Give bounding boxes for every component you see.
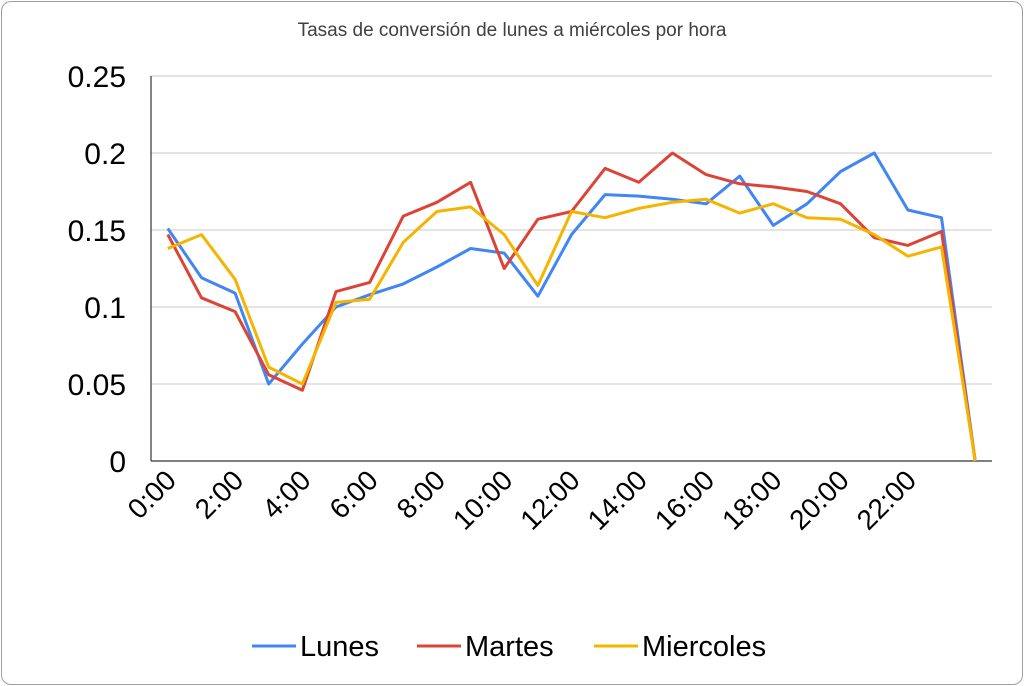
legend-label-miercoles: Miercoles [642, 631, 766, 663]
x-tick-label: 16:00 [649, 464, 720, 535]
y-tick-label: 0.2 [84, 138, 126, 171]
x-tick-label: 22:00 [851, 464, 922, 535]
series-line-miercoles [167, 197, 977, 462]
x-tick-label: 10:00 [447, 464, 518, 535]
series-line-lunes [166, 151, 977, 462]
y-tick-label: 0 [109, 446, 126, 479]
y-tick-label: 0.1 [84, 292, 126, 325]
y-tick-label: 0.05 [68, 369, 126, 402]
y-tick-label: 0.25 [68, 61, 126, 94]
x-tick-label: 14:00 [582, 464, 653, 535]
x-tick-label: 8:00 [391, 464, 451, 524]
y-tick-label: 0.15 [68, 215, 126, 248]
x-tick-label: 4:00 [256, 464, 316, 524]
x-tick-label: 18:00 [716, 464, 787, 535]
x-tick-label: 6:00 [323, 464, 383, 524]
x-tick-label: 20:00 [783, 464, 854, 535]
x-tick-label: 0:00 [122, 464, 182, 524]
chart-title: Tasas de conversión de lunes a miércoles… [297, 20, 727, 41]
legend-label-martes: Martes [465, 631, 554, 663]
x-tick-label: 12:00 [514, 464, 585, 535]
x-tick-label: 2:00 [189, 464, 249, 524]
legend-label-lunes: Lunes [300, 631, 379, 663]
